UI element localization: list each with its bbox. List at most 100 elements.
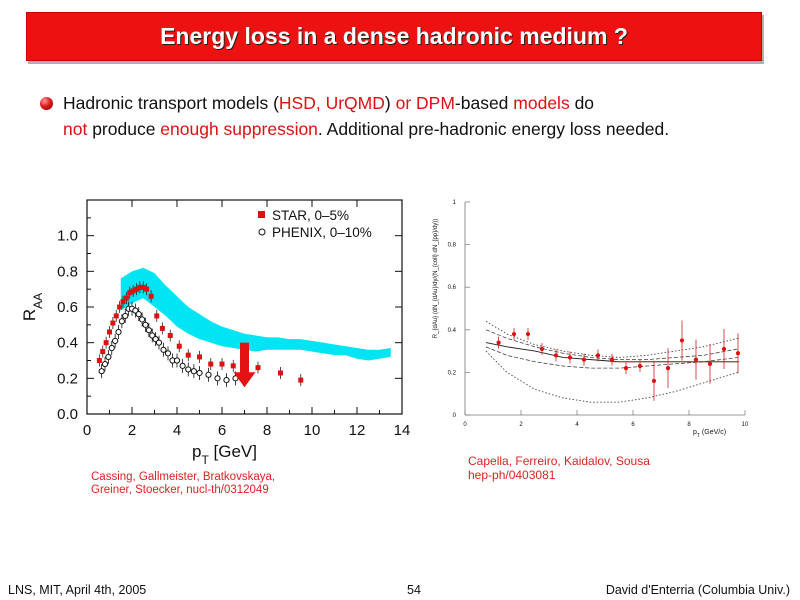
y-tick-label: 0.6	[57, 299, 78, 316]
star-point	[103, 340, 109, 346]
model-band	[120, 267, 391, 361]
star-point	[107, 329, 112, 335]
x-tick-label: 2	[519, 422, 523, 428]
star-point	[100, 349, 106, 355]
rdau-point	[665, 366, 671, 371]
phenix-point	[101, 360, 109, 368]
highlight-not: not	[63, 119, 88, 139]
citation-left: Cassing, Gallmeister, Bratkovskaya, Grei…	[91, 471, 275, 497]
right-rdau-figure: 0 2 4 6 8 10 0 0.2 0.4 0.6 0.8 1 pT (GeV/c) R_{dAu} (…	[425, 190, 765, 440]
rdau-point	[637, 363, 643, 369]
y-tick-label: 0	[453, 413, 457, 419]
highlight-or-dpm: or DPM	[395, 93, 455, 113]
phenix-point	[173, 357, 181, 364]
x-tick-label: 10	[304, 422, 321, 439]
y-axis-label: R_{dAu} (dN_{dAu}/dy/(N_{coll} dN_{pp}/d…	[433, 219, 439, 338]
star-point	[197, 354, 202, 360]
star-point	[123, 295, 129, 301]
footer-left: LNS, MIT, April 4th, 2005	[8, 583, 147, 597]
star-point	[298, 377, 304, 383]
star-point	[185, 352, 191, 358]
phenix-point	[112, 337, 119, 344]
x-tick-label: 6	[218, 422, 226, 439]
y-tick-label: 0.8	[448, 243, 457, 249]
bullet-text-segment: do	[569, 93, 595, 113]
down-arrow-icon	[233, 372, 256, 388]
y-axis-label: RAA	[20, 293, 45, 321]
star-point	[176, 343, 182, 349]
star-point	[278, 370, 283, 376]
star-point	[137, 284, 143, 290]
highlight-models: models	[513, 93, 570, 113]
star-point	[219, 361, 225, 367]
star-point	[134, 286, 139, 292]
legend-phenix-label: PHENIX, 0–10%	[272, 225, 372, 240]
y-tick-label: 1.0	[57, 228, 78, 245]
phenix-point	[196, 369, 203, 377]
citation-right: Capella, Ferreiro, Kaidalov, Sousa hep-p…	[468, 454, 650, 482]
bullet-text-segment: . Additional pre-hadronic energy loss ne…	[317, 119, 670, 139]
star-point	[154, 313, 160, 319]
phenix-point	[108, 344, 115, 352]
slide-title: Energy loss in a dense hadronic medium ?	[160, 23, 628, 49]
x-tick-label: 0	[463, 422, 467, 428]
rdau-point	[567, 355, 573, 360]
phenix-point	[105, 353, 112, 361]
rdau-point	[721, 346, 727, 352]
legend-phenix-marker	[258, 228, 266, 236]
rdau-point	[679, 338, 685, 343]
y-tick-label: 0.6	[448, 285, 457, 291]
rdau-point	[651, 378, 657, 384]
curve-dashed-upper	[485, 329, 739, 361]
citation-left-line2: Greiner, Stoecker, nucl-th/0312049	[91, 484, 269, 496]
star-point	[230, 363, 236, 369]
phenix-point	[164, 350, 172, 357]
left-raa-figure: 0 2 4 6 8 10 12 14 0.0 0.2 0.4 0.6 0.8 1.0 pT [GeV] RAA…	[15, 185, 410, 470]
rdau-point	[525, 331, 531, 337]
highlight-hsd-urqmd: HSD, UrQMD	[278, 93, 385, 113]
phenix-point	[139, 316, 146, 323]
title-bar: Energy loss in a dense hadronic medium ?	[26, 12, 762, 61]
phenix-point	[142, 321, 149, 328]
rdau-point	[609, 357, 615, 362]
star-point	[120, 299, 126, 305]
star-point	[110, 320, 116, 326]
phenix-point	[118, 318, 125, 325]
star-point	[140, 284, 146, 290]
legend-star-label: STAR, 0–5%	[272, 208, 349, 223]
bullet-text-segment: produce	[87, 119, 161, 139]
phenix-point	[122, 312, 129, 320]
phenix-point	[135, 311, 142, 318]
x-tick-label: 0	[83, 422, 91, 439]
phenix-point	[179, 362, 186, 369]
rdau-point	[539, 346, 545, 352]
star-point	[113, 313, 119, 319]
x-tick-label: 8	[687, 422, 691, 428]
y-tick-label: 0.4	[57, 335, 78, 352]
legend-star-marker	[258, 211, 265, 218]
rdau-point	[511, 331, 517, 337]
y-tick-label: 1	[453, 200, 457, 206]
highlight-enough-suppression: enough suppression	[160, 119, 318, 139]
rdau-point	[553, 353, 559, 358]
bullet-text-segment: )	[384, 93, 396, 113]
phenix-point	[185, 366, 192, 373]
phenix-point	[115, 328, 122, 336]
x-tick-label: 10	[742, 422, 749, 428]
rdau-point	[707, 361, 713, 366]
phenix-point	[160, 346, 167, 353]
x-tick-label: 14	[394, 422, 410, 439]
bullet-text-segment: Hadronic transport models (	[63, 93, 279, 113]
star-point	[208, 361, 214, 367]
star-point	[255, 365, 261, 371]
x-tick-label: 8	[263, 422, 271, 439]
rdau-point	[693, 357, 699, 362]
page-number: 54	[407, 583, 421, 597]
star-point	[127, 290, 133, 296]
curve-dotted-lower	[485, 350, 739, 403]
star-point	[117, 304, 123, 310]
left-raa-chart: 0 2 4 6 8 10 12 14 0.0 0.2 0.4 0.6 0.8 1.0 pT [GeV] RAA…	[20, 199, 410, 467]
y-tick-label: 0.0	[57, 406, 78, 423]
y-tick-label: 0.4	[448, 328, 457, 334]
x-axis-label: pT (GeV/c)	[693, 429, 726, 439]
